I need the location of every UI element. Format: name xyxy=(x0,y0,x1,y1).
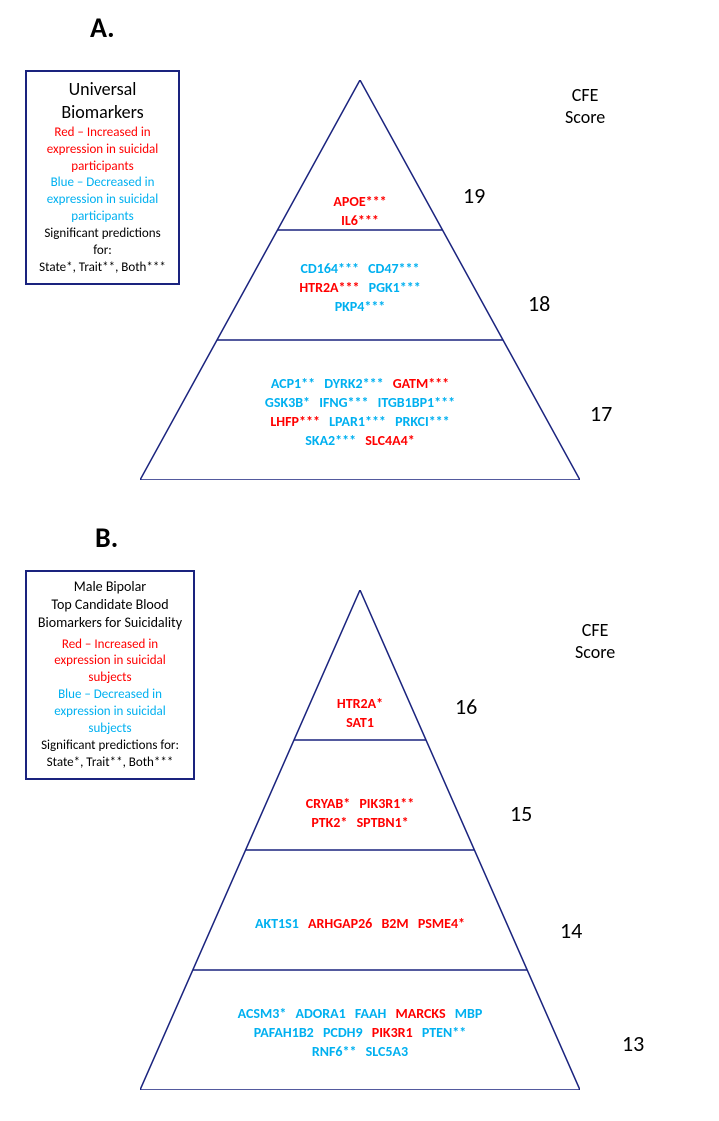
score-a-19: 19 xyxy=(463,182,485,209)
cfe-b: CFEScore xyxy=(575,620,615,663)
score-b-16: 16 xyxy=(455,693,477,720)
score-b-14: 14 xyxy=(560,917,582,944)
tier-a-2: CD164*** CD47***HTR2A*** PGK1***PKP4*** xyxy=(265,260,455,317)
tier-b-1: HTR2A*SAT1 xyxy=(310,695,410,733)
score-b-15: 15 xyxy=(510,800,532,827)
score-b-13: 13 xyxy=(622,1030,644,1057)
score-a-18: 18 xyxy=(528,290,550,317)
tier-b-2: CRYAB* PIK3R1**PTK2* SPTBN1* xyxy=(275,795,445,833)
gene-apoe: APOE*** xyxy=(333,193,386,212)
panel-a-label: A. xyxy=(90,10,115,45)
gene-il6: IL6*** xyxy=(341,212,379,231)
tier-b-4: ACSM3* ADORA1 FAAH MARCKS MBPPAFAH1B2 PC… xyxy=(195,1005,525,1062)
tier-a-1: APOE***IL6*** xyxy=(305,193,415,231)
tier-a-3: ACP1** DYRK2*** GATM***GSK3B* IFNG*** IT… xyxy=(225,375,495,451)
score-a-17: 17 xyxy=(590,400,612,427)
tier-b-3: AKT1S1 ARHGAP26 B2M PSME4* xyxy=(230,915,490,934)
panel-b-label: B. xyxy=(95,520,118,555)
